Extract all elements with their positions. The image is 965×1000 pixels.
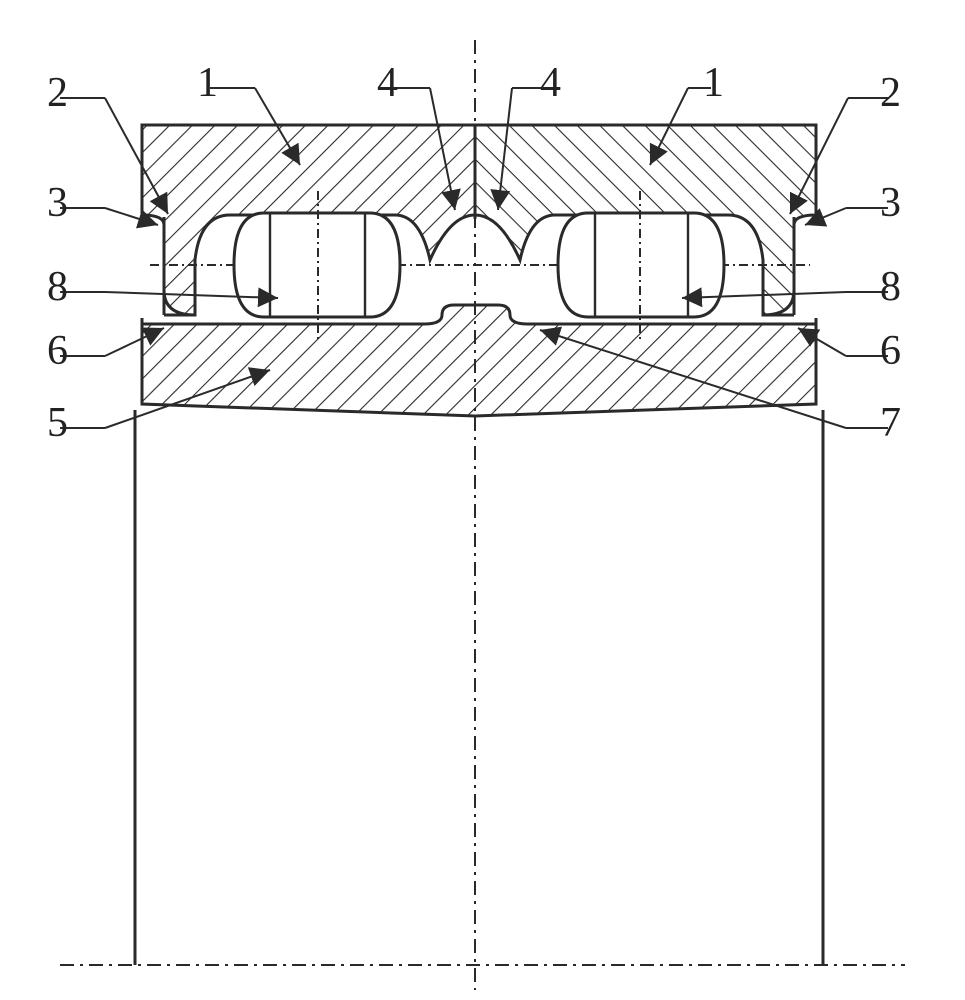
callout-label-3: 3 [880, 180, 901, 226]
callout-label-4: 4 [540, 60, 561, 106]
callout-label-5: 5 [47, 400, 68, 446]
callout-label-6: 6 [47, 328, 68, 374]
callout-label-4: 4 [377, 60, 398, 106]
callout-label-8: 8 [880, 264, 901, 310]
callout-label-2: 2 [47, 70, 68, 116]
callout-label-1: 1 [197, 60, 218, 106]
callout-label-7: 7 [880, 400, 901, 446]
callout-label-3: 3 [47, 180, 68, 226]
callout-label-6: 6 [880, 328, 901, 374]
callout-label-8: 8 [47, 264, 68, 310]
callout-label-2: 2 [880, 70, 901, 116]
inner-race-hatch [142, 305, 816, 416]
callout-label-1: 1 [703, 60, 724, 106]
engineering-drawing: 2 1 4 4 1 2 3 3 8 8 6 6 5 7 [0, 0, 965, 1000]
